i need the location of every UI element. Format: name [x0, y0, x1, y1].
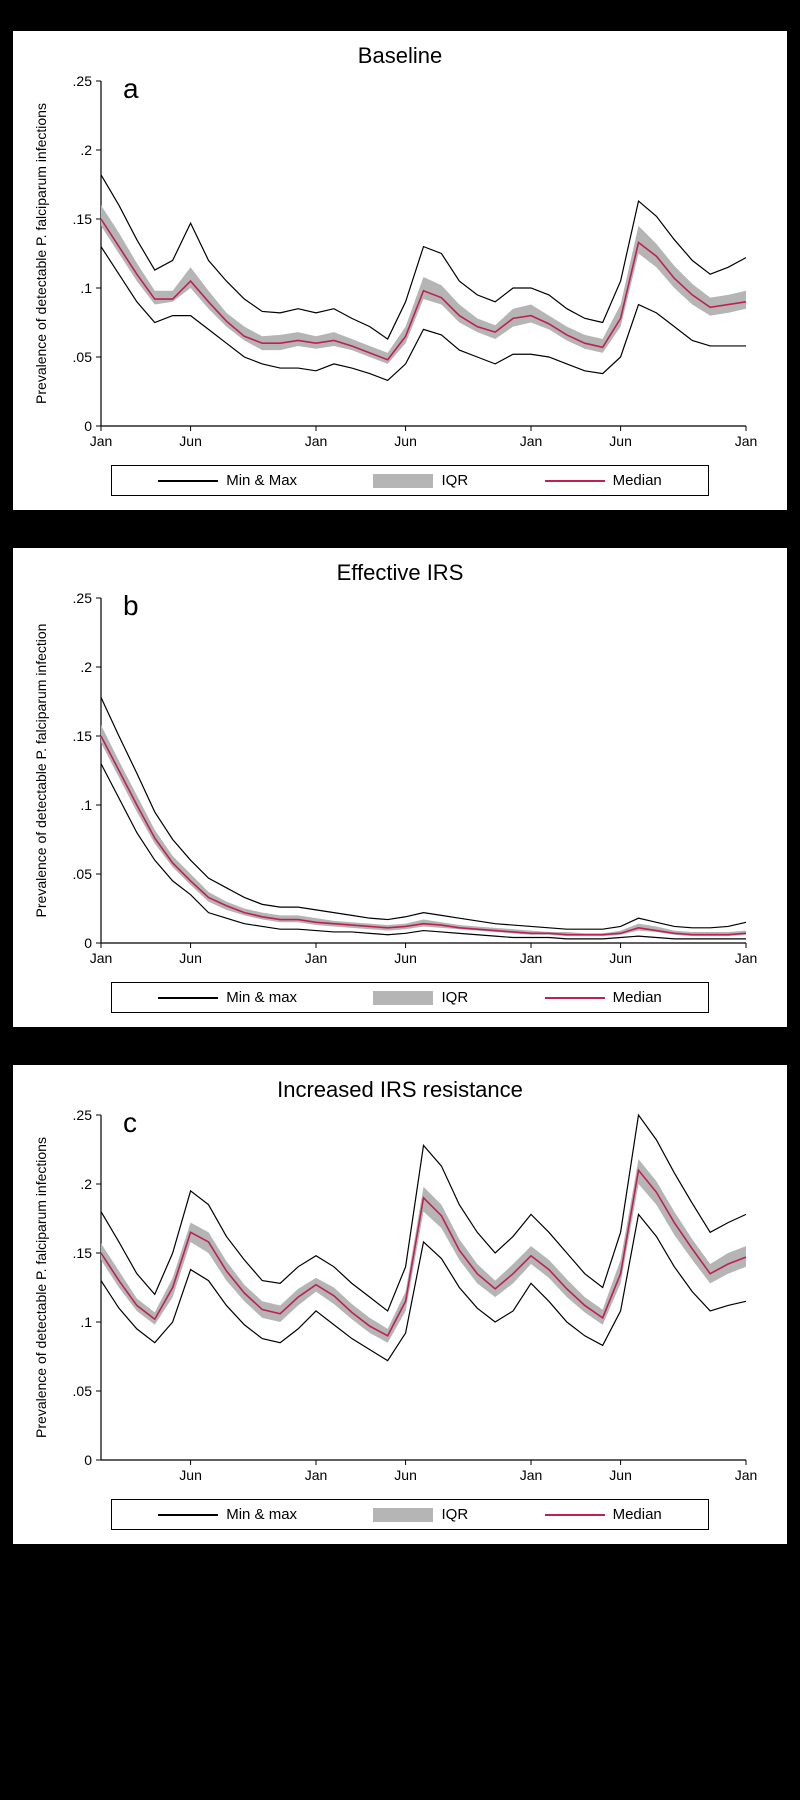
legend-minmax: Min & Max [158, 472, 297, 489]
panel-c-title: Increased IRS resistance [21, 1077, 779, 1103]
line-icon [158, 480, 218, 482]
legend-median: Median [545, 472, 662, 489]
svg-text:.25: .25 [73, 73, 93, 89]
iqr-swatch-icon [373, 1508, 433, 1522]
svg-text:.2: .2 [80, 1176, 92, 1192]
svg-text:Jan: Jan [735, 433, 758, 449]
svg-text:Jun: Jun [179, 433, 202, 449]
legend-iqr-label: IQR [441, 472, 468, 489]
svg-text:.15: .15 [73, 1245, 93, 1261]
line-icon [158, 997, 218, 999]
svg-text:Prevalence of detectable P. fa: Prevalence of detectable P. falciparum i… [33, 103, 49, 404]
svg-text:Jan: Jan [520, 950, 543, 966]
legend-median-label: Median [613, 989, 662, 1006]
legend-b: Min & max IQR Median [111, 982, 709, 1013]
legend-minmax-label: Min & max [226, 1506, 297, 1523]
svg-text:.05: .05 [73, 866, 93, 882]
iqr-swatch-icon [373, 991, 433, 1005]
svg-text:Jun: Jun [179, 1467, 202, 1483]
legend-iqr-label: IQR [441, 1506, 468, 1523]
panel-b-title: Effective IRS [21, 560, 779, 586]
line-icon [545, 997, 605, 999]
panel-c-label: c [123, 1107, 137, 1139]
legend-median: Median [545, 1506, 662, 1523]
chart-c: 0 .05 .1 .15 .2 .25 Jun Jan Jun Jan Jun Jan Prevalen… [21, 1105, 761, 1495]
iqr-swatch-icon [373, 474, 433, 488]
svg-text:.1: .1 [80, 280, 92, 296]
legend-iqr: IQR [373, 472, 468, 489]
svg-text:.1: .1 [80, 1314, 92, 1330]
svg-text:.15: .15 [73, 211, 93, 227]
svg-text:Jun: Jun [179, 950, 202, 966]
panel-b-label: b [123, 590, 139, 622]
svg-text:Prevalence of detectable P. fa: Prevalence of detectable P. falciparum i… [33, 624, 49, 918]
legend-minmax: Min & max [158, 1506, 297, 1523]
legend-iqr: IQR [373, 1506, 468, 1523]
svg-text:0: 0 [84, 418, 92, 434]
svg-text:Jan: Jan [735, 1467, 758, 1483]
svg-text:.2: .2 [80, 659, 92, 675]
panel-b: Effective IRS b 0 .05 .1 .15 .2 .25 Jan Jun Jan J… [12, 547, 788, 1028]
svg-text:.2: .2 [80, 142, 92, 158]
svg-text:0: 0 [84, 935, 92, 951]
svg-text:Jan: Jan [520, 1467, 543, 1483]
legend-iqr: IQR [373, 989, 468, 1006]
svg-text:Jan: Jan [90, 950, 113, 966]
svg-text:.15: .15 [73, 728, 93, 744]
panel-a-title: Baseline [21, 43, 779, 69]
svg-text:Jun: Jun [394, 950, 417, 966]
svg-text:Jan: Jan [735, 950, 758, 966]
svg-text:Jun: Jun [609, 950, 632, 966]
svg-text:Jan: Jan [520, 433, 543, 449]
legend-median: Median [545, 989, 662, 1006]
line-icon [158, 1514, 218, 1516]
legend-a: Min & Max IQR Median [111, 465, 709, 496]
legend-iqr-label: IQR [441, 989, 468, 1006]
chart-a: 0 .05 .1 .15 .2 .25 Jan Jun Jan Jun Jan Jun Jan Preva… [21, 71, 761, 461]
svg-text:Jun: Jun [609, 1467, 632, 1483]
svg-text:Jan: Jan [305, 433, 328, 449]
svg-text:.05: .05 [73, 1383, 93, 1399]
legend-median-label: Median [613, 1506, 662, 1523]
svg-text:Jan: Jan [305, 1467, 328, 1483]
svg-text:.25: .25 [73, 1107, 93, 1123]
svg-text:Jun: Jun [394, 433, 417, 449]
legend-minmax: Min & max [158, 989, 297, 1006]
legend-minmax-label: Min & Max [226, 472, 297, 489]
chart-b: 0 .05 .1 .15 .2 .25 Jan Jun Jan Jun Jan Jun Jan Preva… [21, 588, 761, 978]
legend-median-label: Median [613, 472, 662, 489]
panel-a: Baseline a 0 .05 .1 .15 .2 .25 Jan Jun Jan Jun Jan… [12, 30, 788, 511]
panel-c: Increased IRS resistance c 0 .05 .1 .15 .2 .2… [12, 1064, 788, 1545]
line-icon [545, 1514, 605, 1516]
legend-c: Min & max IQR Median [111, 1499, 709, 1530]
svg-text:Prevalence of detectable P. fa: Prevalence of detectable P. falciparum i… [33, 1137, 49, 1438]
svg-text:.25: .25 [73, 590, 93, 606]
svg-text:.05: .05 [73, 349, 93, 365]
line-icon [545, 480, 605, 482]
svg-text:Jan: Jan [90, 433, 113, 449]
svg-text:Jan: Jan [305, 950, 328, 966]
svg-text:.1: .1 [80, 797, 92, 813]
figure-container: Baseline a 0 .05 .1 .15 .2 .25 Jan Jun Jan Jun Jan… [0, 0, 800, 1593]
legend-minmax-label: Min & max [226, 989, 297, 1006]
panel-a-label: a [123, 73, 139, 105]
svg-text:Jun: Jun [394, 1467, 417, 1483]
svg-text:Jun: Jun [609, 433, 632, 449]
svg-text:0: 0 [84, 1452, 92, 1468]
